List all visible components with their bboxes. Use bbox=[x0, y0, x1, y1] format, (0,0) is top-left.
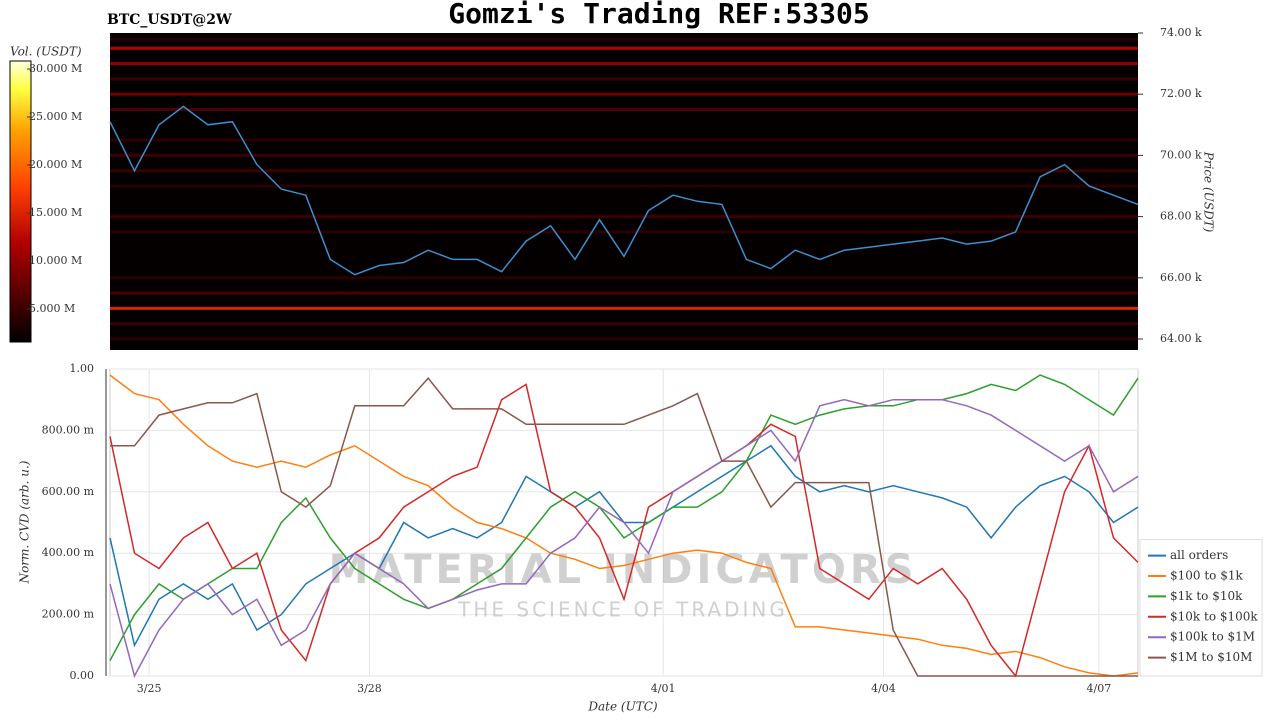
y-tick-label: 1.00 bbox=[70, 362, 95, 375]
liquidity-level bbox=[110, 184, 1138, 188]
y-tick-label: 64.00 k bbox=[1160, 332, 1202, 345]
liquidity-level bbox=[110, 92, 1138, 96]
liquidity-level bbox=[110, 46, 1138, 50]
liquidity-level bbox=[110, 153, 1138, 157]
heatmap-background bbox=[110, 33, 1138, 350]
liquidity-level bbox=[110, 276, 1138, 280]
legend-label: all orders bbox=[1170, 548, 1228, 562]
watermark: MATERIAL INDICATORS bbox=[329, 547, 918, 593]
y-tick-label: 66.00 k bbox=[1160, 271, 1202, 284]
legend-label: $100 to $1k bbox=[1170, 569, 1243, 583]
symbol: BTC_USDT@2W bbox=[107, 12, 232, 28]
x-tick-label: 4/01 bbox=[651, 682, 676, 695]
colorbar-label: Vol. (USDT) bbox=[10, 45, 82, 59]
liquidity-level bbox=[110, 169, 1138, 173]
legend-label: $1k to $10k bbox=[1170, 589, 1243, 603]
x-tick-label: 4/07 bbox=[1086, 682, 1111, 695]
liquidity-level bbox=[110, 337, 1138, 341]
liquidity-level bbox=[110, 77, 1138, 81]
colorbar-tick-label: 30.000 M bbox=[29, 62, 82, 75]
y-tick-label: 74.00 k bbox=[1160, 26, 1202, 39]
legend bbox=[1139, 539, 1263, 677]
y-tick-label: 72.00 k bbox=[1160, 87, 1202, 100]
colorbar-tick-label: 5.000 M bbox=[29, 302, 75, 315]
colorbar-tick-label: 25.000 M bbox=[29, 110, 82, 123]
colorbar-tick-label: 10.000 M bbox=[29, 254, 82, 267]
liquidity-level bbox=[110, 107, 1138, 111]
legend-label: $1M to $10M bbox=[1170, 650, 1252, 664]
chart-title: Gomzi's Trading REF:53305 bbox=[448, 0, 869, 30]
liquidity-level bbox=[110, 37, 1138, 41]
liquidity-level bbox=[110, 215, 1138, 219]
liquidity-level bbox=[110, 306, 1138, 310]
cvd-panel: 0.00 200.00 m 400.00 m 600.00 m 800.00 m 1.00… bbox=[42, 362, 1263, 695]
cvd-line bbox=[109, 398, 1139, 679]
x-axis-label: Date (UTC) bbox=[587, 700, 657, 714]
price-line bbox=[109, 105, 1139, 276]
y-tick-label: 68.00 k bbox=[1160, 210, 1202, 223]
y-tick-label: 800.00 m bbox=[42, 423, 95, 436]
liquidity-level bbox=[110, 62, 1138, 66]
y-tick-label: 600.00 m bbox=[42, 485, 95, 498]
y-axis-label: Norm. CVD (arb. u.) bbox=[18, 460, 32, 584]
cvd-line bbox=[109, 374, 1139, 677]
watermark: THE SCIENCE OF TRADING bbox=[457, 598, 788, 622]
liquidity-level bbox=[110, 291, 1138, 295]
colorbar-tick-label: 15.000 M bbox=[29, 206, 82, 219]
cvd-line bbox=[109, 374, 1139, 661]
x-tick-label: 3/28 bbox=[357, 682, 382, 695]
y-tick-label: 70.00 k bbox=[1160, 148, 1202, 161]
legend-label: $100k to $1M bbox=[1170, 630, 1255, 644]
liquidity-level bbox=[110, 230, 1138, 234]
colorbar-tick-label: 20.000 M bbox=[29, 158, 82, 171]
cvd-line bbox=[110, 377, 1138, 677]
x-tick-label: 4/04 bbox=[871, 682, 896, 695]
x-tick-label: 3/25 bbox=[137, 682, 162, 695]
y-axis-label: Price (USDT) bbox=[1202, 151, 1216, 233]
liquidity-level bbox=[110, 322, 1138, 326]
legend-label: $10k to $100k bbox=[1170, 609, 1258, 623]
colorbar bbox=[9, 60, 32, 343]
y-tick-label: 200.00 m bbox=[42, 608, 95, 621]
cvd-line bbox=[109, 383, 1139, 678]
y-tick-label: 400.00 m bbox=[42, 546, 95, 559]
liquidity-level bbox=[110, 138, 1138, 142]
y-tick-label: 0.00 bbox=[70, 669, 95, 682]
